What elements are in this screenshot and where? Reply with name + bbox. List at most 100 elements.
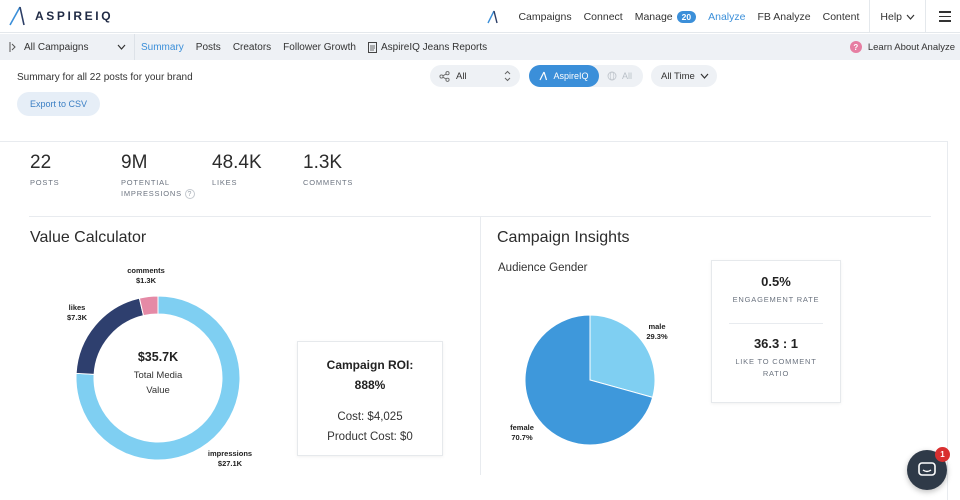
manage-count-badge: 20 (676, 10, 697, 23)
stat-posts-value: 22 (30, 152, 52, 173)
tab-follower-growth[interactable]: Follower Growth (283, 41, 356, 53)
column-divider (480, 217, 481, 475)
source-toggle[interactable]: AspireIQ All (529, 65, 643, 87)
like-comment-ratio-value: 36.3 : 1 (753, 336, 799, 351)
chat-unread-badge: 1 (935, 447, 950, 462)
campaign-roi-card: Campaign ROI: 888% Cost: $4,025 Product … (297, 341, 443, 456)
tab-jeans-reports-label: AspireIQ Jeans Reports (380, 41, 488, 53)
aspireiq-mark-icon (539, 71, 548, 81)
stat-comments-label: COMMENTS (303, 178, 354, 187)
learn-about-analyze-link[interactable]: ? Learn About Analyze (849, 34, 955, 60)
stat-posts-label: POSTS (30, 178, 60, 187)
learn-about-analyze-label: Learn About Analyze (867, 41, 955, 53)
donut-label-likes-value: $7.3K (66, 313, 87, 322)
donut-label-comments-name: comments (127, 266, 165, 275)
stat-likes: 48.4K LIKES (212, 152, 262, 188)
donut-label-likes: likes $7.3K (55, 303, 99, 323)
export-csv-button[interactable]: Export to CSV (17, 92, 100, 116)
nav-help[interactable]: Help (874, 11, 921, 23)
stat-impressions-value: 9M (121, 152, 148, 173)
help-circle-icon: ? (849, 41, 862, 53)
pie-label-male: male 29.3% (643, 322, 671, 342)
help-tooltip-icon[interactable]: ? (184, 189, 195, 200)
nav-campaigns[interactable]: Campaigns (518, 10, 572, 23)
nav-divider (869, 0, 871, 33)
campaign-insights-title: Campaign Insights (497, 229, 630, 246)
pie-label-male-value: 29.3% (646, 332, 668, 341)
globe-icon (607, 71, 617, 81)
share-network-icon (439, 70, 450, 82)
stat-posts: 22 POSTS (30, 152, 59, 188)
total-media-value: $35.7K (137, 350, 179, 364)
document-icon (367, 41, 377, 53)
tab-creators[interactable]: Creators (232, 41, 272, 53)
roi-costs: Cost: $4,025 Product Cost: $0 (298, 407, 442, 447)
roi-title-line1: Campaign ROI: (326, 358, 414, 372)
time-filter-value: All Time (661, 70, 695, 82)
section-divider (0, 141, 948, 142)
slice-male[interactable] (589, 314, 656, 398)
engagement-metrics-card: 0.5% ENGAGEMENT RATE 36.3 : 1 LIKE TO CO… (711, 260, 841, 403)
donut-label-likes-name: likes (68, 303, 86, 312)
chat-bubble-icon (918, 462, 936, 476)
stat-impressions-label-line1: POTENTIAL (121, 178, 170, 187)
donut-label-comments: comments $1.3K (118, 266, 174, 286)
chevron-down-icon (117, 44, 126, 50)
ratio-label-line1: LIKE TO COMMENT (735, 357, 817, 366)
nav-connect[interactable]: Connect (583, 10, 623, 23)
engagement-rate-value: 0.5% (761, 274, 791, 289)
network-filter-select[interactable]: All (430, 65, 520, 87)
nav-fb-analyze[interactable]: FB Analyze (757, 10, 811, 23)
content-border (947, 141, 948, 500)
toggle-all[interactable]: All (607, 65, 632, 87)
tab-jeans-reports[interactable]: AspireIQ Jeans Reports (362, 41, 493, 53)
chevron-down-icon (700, 73, 709, 79)
slice-impressions[interactable] (75, 295, 241, 461)
sub-nav: All Campaigns Summary Posts Creators Fol… (0, 34, 960, 60)
hamburger-menu-icon[interactable] (930, 11, 960, 22)
total-media-label-line2: Value (146, 385, 170, 396)
tab-posts[interactable]: Posts (195, 41, 221, 53)
brand-logo[interactable]: ASPIREIQ (8, 5, 113, 27)
aspireiq-mark-icon (487, 10, 499, 23)
roi-cost: Cost: $4,025 (337, 411, 403, 423)
donut-label-comments-value: $1.3K (135, 276, 156, 285)
chat-launcher-button[interactable]: 1 (907, 447, 950, 490)
audience-gender-title: Audience Gender (498, 262, 588, 274)
sort-updown-icon (504, 70, 511, 82)
brand-name: ASPIREIQ (35, 9, 114, 23)
nav-divider (925, 0, 926, 33)
section-divider (29, 216, 931, 217)
stat-impressions-label: POTENTIAL IMPRESSIONS? (121, 177, 195, 200)
stat-likes-value: 48.4K (212, 152, 262, 173)
nav-manage-label: Manage (634, 10, 673, 23)
slice-female[interactable] (524, 314, 654, 446)
toggle-aspireiq-label: AspireIQ (553, 71, 589, 81)
total-media-label-line1: Total Media (133, 370, 183, 381)
donut-label-impressions: impressions $27.1K (198, 449, 262, 469)
donut-center: $35.7K Total Media Value (118, 350, 198, 398)
pie-label-female-name: female (510, 423, 534, 432)
roi-percentage: 888% (354, 378, 386, 392)
nav-analyze[interactable]: Analyze (708, 10, 746, 23)
nav-manage[interactable]: Manage 20 (629, 10, 702, 23)
media-value-donut-chart (75, 295, 241, 461)
network-filter-value: All (456, 70, 467, 82)
stat-impressions: 9M POTENTIAL IMPRESSIONS? (121, 152, 195, 200)
roi-product-cost: Product Cost: $0 (327, 431, 413, 443)
summary-text: Summary for all 22 posts for your brand (17, 72, 193, 83)
audience-gender-pie-chart (524, 314, 656, 446)
total-media-label: Total Media Value (118, 368, 198, 398)
toggle-aspireiq[interactable]: AspireIQ (529, 65, 599, 87)
nav-help-label: Help (880, 10, 902, 23)
nav-content[interactable]: Content (822, 10, 860, 23)
stat-likes-label: LIKES (212, 178, 238, 187)
ratio-label-line2: RATIO (762, 369, 790, 378)
metric-divider (729, 323, 823, 324)
slice-comments[interactable] (138, 295, 159, 317)
pie-label-female: female 70.7% (505, 423, 539, 443)
tab-summary[interactable]: Summary (141, 41, 184, 53)
campaign-select[interactable]: All Campaigns (0, 34, 135, 60)
time-filter-select[interactable]: All Time (651, 65, 717, 87)
roi-title: Campaign ROI: 888% (298, 355, 442, 395)
